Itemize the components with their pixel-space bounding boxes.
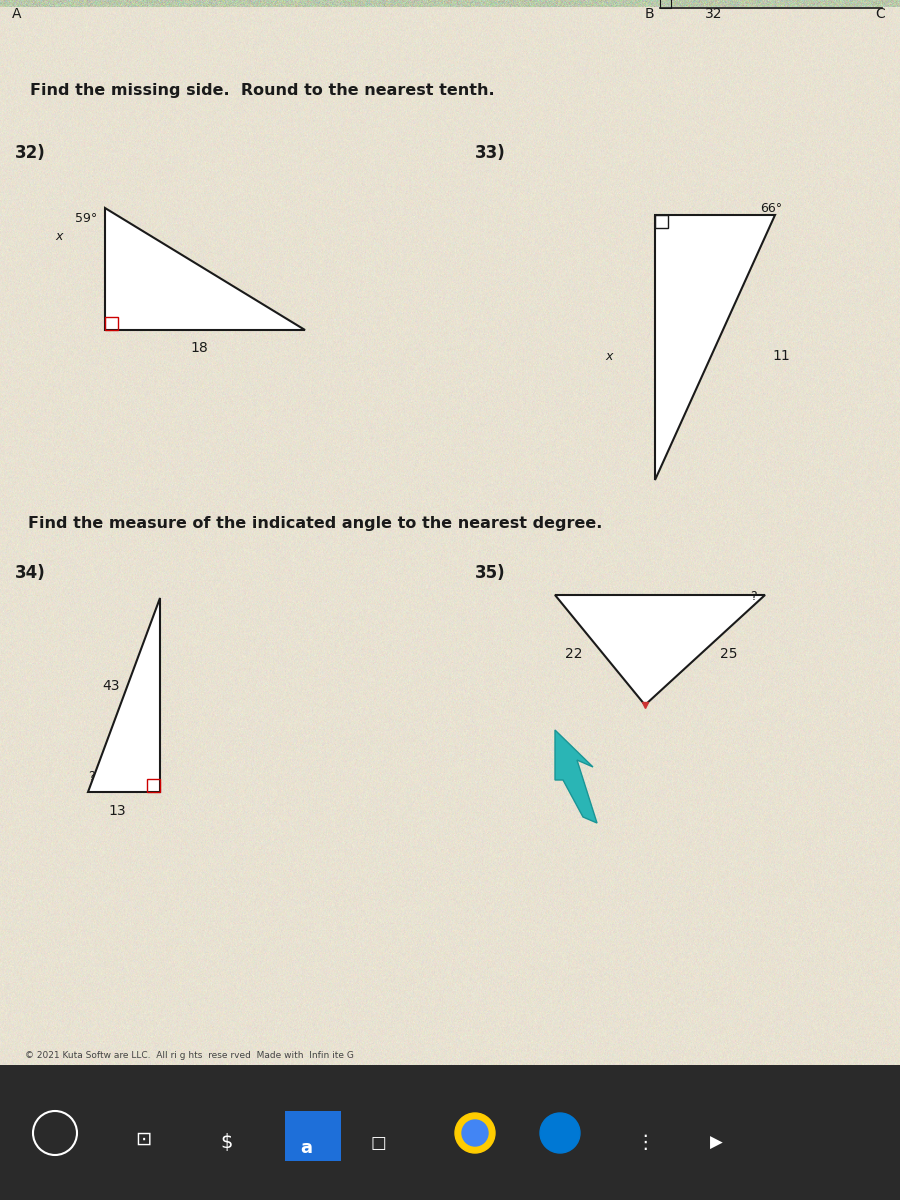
Text: 34): 34): [15, 564, 46, 582]
Bar: [285, 1111, 341, 1162]
Bar: [660, 0, 671, 8]
Text: 59°: 59°: [75, 212, 97, 226]
Text: ⋮: ⋮: [635, 1133, 654, 1152]
Text: 43: 43: [102, 679, 120, 694]
Circle shape: [455, 1114, 495, 1153]
Text: x: x: [55, 230, 62, 242]
Text: 13: 13: [108, 804, 126, 818]
Text: 18: 18: [190, 341, 208, 355]
Text: ⊡: ⊡: [135, 1130, 151, 1150]
Text: 33): 33): [475, 144, 506, 162]
Text: 35): 35): [475, 564, 506, 582]
Text: 32): 32): [15, 144, 46, 162]
Bar: [105, 317, 118, 330]
Text: C: C: [875, 7, 885, 20]
Polygon shape: [655, 215, 775, 480]
Text: ?: ?: [750, 590, 757, 602]
Polygon shape: [555, 595, 765, 704]
Bar: [147, 779, 160, 792]
Text: Find the measure of the indicated angle to the nearest degree.: Find the measure of the indicated angle …: [28, 516, 602, 530]
Text: $: $: [220, 1133, 232, 1152]
Polygon shape: [88, 598, 160, 792]
Text: 25: 25: [720, 647, 737, 661]
Text: ▶: ▶: [710, 1134, 723, 1152]
Text: x: x: [605, 350, 612, 362]
Text: © 2021 Kuta Softw are LLC.  All ri g hts  rese rved  Made with  Infin ite G: © 2021 Kuta Softw are LLC. All ri g hts …: [25, 1051, 354, 1060]
Polygon shape: [555, 730, 597, 823]
Text: 32: 32: [705, 7, 723, 20]
Bar: [0, 1066, 900, 1200]
Text: 11: 11: [772, 349, 790, 362]
Text: a: a: [300, 1139, 312, 1157]
Text: ?: ?: [88, 770, 94, 782]
Bar: [655, 215, 668, 228]
Circle shape: [462, 1120, 488, 1146]
Text: 22: 22: [565, 647, 582, 661]
Text: 66°: 66°: [760, 202, 782, 215]
Text: B: B: [645, 7, 654, 20]
Circle shape: [540, 1114, 580, 1153]
Text: Find the missing side.  Round to the nearest tenth.: Find the missing side. Round to the near…: [30, 83, 495, 98]
Text: □: □: [370, 1134, 386, 1152]
Polygon shape: [105, 208, 305, 330]
Text: A: A: [12, 7, 22, 20]
